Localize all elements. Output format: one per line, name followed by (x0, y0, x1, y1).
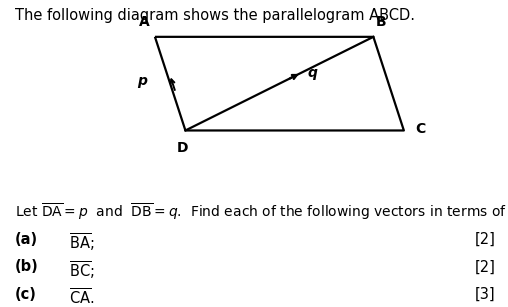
Text: B: B (376, 15, 386, 29)
Text: (a): (a) (15, 232, 39, 247)
Text: (c): (c) (15, 287, 37, 302)
Text: Let $\overline{\mathrm{DA}}$$ = p$  and  $\overline{\mathrm{DB}}$$ = q$.  Find e: Let $\overline{\mathrm{DA}}$$ = p$ and $… (15, 201, 508, 222)
Text: $\overline{\mathrm{BA}}$;: $\overline{\mathrm{BA}}$; (69, 232, 94, 253)
Text: (b): (b) (15, 259, 39, 274)
Text: $\overline{\mathrm{CA}}$.: $\overline{\mathrm{CA}}$. (69, 287, 94, 307)
Text: p: p (137, 74, 147, 87)
Text: The following diagram shows the parallelogram ABCD.: The following diagram shows the parallel… (15, 8, 415, 23)
Text: [2]: [2] (474, 259, 495, 274)
Text: D: D (177, 141, 188, 155)
Text: A: A (139, 15, 150, 29)
Text: [3]: [3] (474, 287, 495, 302)
Text: [2]: [2] (474, 232, 495, 247)
Text: C: C (415, 122, 425, 136)
Text: $\overline{\mathrm{BC}}$;: $\overline{\mathrm{BC}}$; (69, 259, 94, 281)
Text: q: q (307, 66, 317, 80)
